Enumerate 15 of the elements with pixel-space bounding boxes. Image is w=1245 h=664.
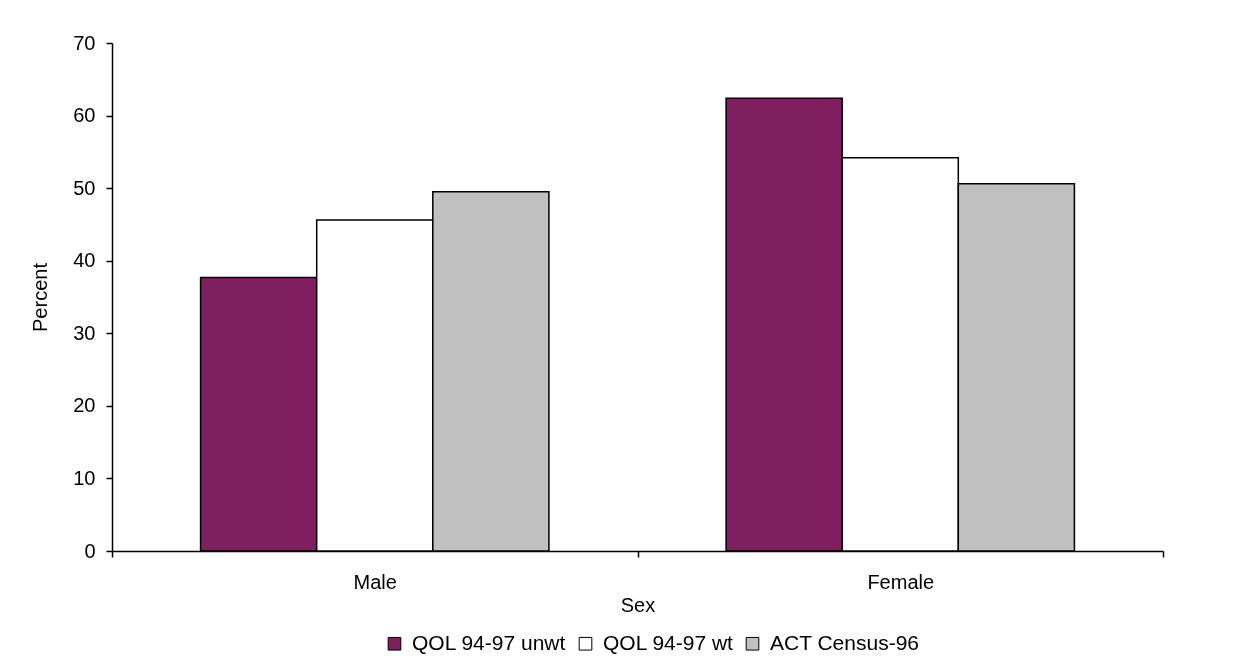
legend-label: ACT Census-96 [770, 630, 920, 654]
x-tick-label: Female [867, 570, 935, 593]
y-tick-label: 10 [73, 466, 96, 489]
legend-label: QOL 94-97 wt [603, 630, 734, 654]
y-tick-label: 40 [73, 249, 96, 272]
y-axis-title: Percent [29, 262, 52, 332]
x-axis-title: Sex [620, 593, 656, 616]
legend-label: QOL 94-97 unwt [412, 630, 566, 654]
y-tick-label: 70 [73, 31, 96, 54]
x-tick-label: Male [353, 570, 397, 593]
y-tick-label: 60 [73, 104, 96, 127]
y-tick-label: 30 [73, 321, 96, 344]
y-tick-label: 50 [73, 176, 96, 199]
y-tick-label: 0 [84, 539, 96, 562]
y-tick-label: 20 [73, 394, 96, 417]
